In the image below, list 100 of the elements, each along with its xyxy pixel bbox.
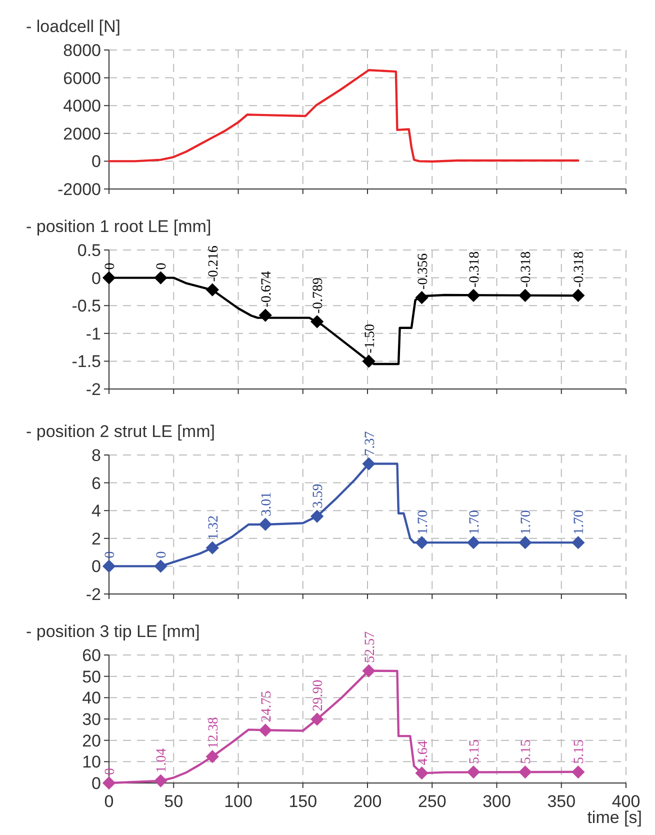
y-tick-label: 50 [82,667,101,686]
data-label: 5.15 [467,740,482,764]
x-tick-label: 150 [288,792,318,811]
y-tick-label: 20 [82,731,101,750]
data-label: 3.01 [259,492,274,516]
y-tick-label: 6000 [63,68,101,88]
point [362,354,376,368]
point [154,560,168,573]
point [362,664,376,678]
y-tick-label: 0 [92,557,101,576]
y-tick-label: -2 [86,380,101,399]
point [572,765,585,779]
x-tick-label: 0 [104,792,114,811]
data-label: 0 [154,262,170,270]
data-label: -0.318 [519,251,534,288]
chart-title: - loadcell [N] [26,17,120,36]
x-tick-label: 50 [164,792,184,811]
y-tick-label: -0.5 [72,296,101,316]
point [310,712,324,726]
x-tick-label: 250 [418,792,446,811]
point [102,776,116,790]
point [518,288,532,302]
data-label: 7.37 [362,431,378,456]
chart-title: - position 2 strut LE [mm] [26,422,215,441]
x-tick-label: 100 [224,792,252,811]
data-label: 52.57 [362,631,378,663]
y-tick-label: 0 [92,152,101,172]
data-label: 1.70 [467,510,482,535]
data-label: -0.318 [467,251,482,288]
x-axis-title: time [s] [587,808,642,827]
data-label: -0.356 [416,253,431,290]
data-label: 1.70 [416,510,431,535]
point [466,536,480,550]
y-tick-label: 10 [82,752,101,772]
data-label: 12.38 [206,717,222,749]
point [258,518,272,531]
y-tick-label: 0 [92,268,101,288]
point [102,560,116,573]
x-tick-label: 200 [353,792,382,811]
data-label: -0.216 [206,246,222,282]
y-tick-label: 8 [92,446,101,465]
point [310,510,324,523]
data-label: 1.32 [206,515,222,540]
data-label: 0 [103,768,118,775]
point [154,774,168,788]
chart-title: - position 3 tip LE [mm] [26,622,200,641]
y-tick-label: -1 [86,324,101,344]
point [415,766,428,780]
point [466,288,480,302]
y-tick-label: -2000 [58,180,101,199]
point [206,750,219,764]
point [466,765,480,779]
y-tick-label: 4 [92,502,101,521]
y-tick-label: 4000 [63,96,101,116]
point [206,283,219,296]
data-label: 24.75 [259,690,274,722]
data-label: 3.59 [311,484,326,508]
data-label: 0 [154,551,170,558]
point [415,536,428,550]
line-series [108,69,580,163]
point [362,457,376,470]
data-label: -0.674 [259,271,274,308]
y-tick-label: 2000 [63,124,101,144]
data-label: -1.50 [362,324,378,354]
chart-title: - position 1 root LE [mm] [26,217,212,236]
y-tick-label: 2 [92,529,101,548]
data-label: 0 [103,551,118,558]
point [102,271,116,284]
x-tick-label: 400 [612,792,640,811]
data-label: 4.64 [416,740,431,766]
y-tick-label: 0 [92,774,101,793]
data-label: 5.15 [572,740,588,764]
data-label: 1.70 [572,510,588,535]
y-tick-label: 40 [82,688,101,708]
point [518,765,532,779]
point [258,724,272,737]
point [310,315,324,328]
y-tick-label: 30 [82,710,101,729]
point [258,308,272,322]
data-label: 29.90 [311,680,326,712]
point [518,536,532,550]
y-tick-label: 6 [92,474,101,493]
x-tick-label: 350 [547,792,576,811]
x-tick-label: 300 [482,792,511,811]
point [154,271,168,284]
data-label: 1.70 [519,510,534,535]
y-tick-label: 60 [82,646,101,665]
point [206,541,219,554]
data-label: 1.04 [154,748,170,773]
y-tick-label: 8000 [63,40,101,60]
data-label: -0.318 [572,251,588,288]
y-tick-label: -1.5 [72,352,101,372]
data-label: -0.789 [311,277,326,314]
point [415,291,428,304]
y-tick-label: 0.5 [77,240,101,260]
point [572,536,585,550]
y-tick-label: -2 [86,584,101,604]
point [572,288,585,302]
data-label: 5.15 [519,740,534,764]
data-label: 0 [103,262,118,270]
